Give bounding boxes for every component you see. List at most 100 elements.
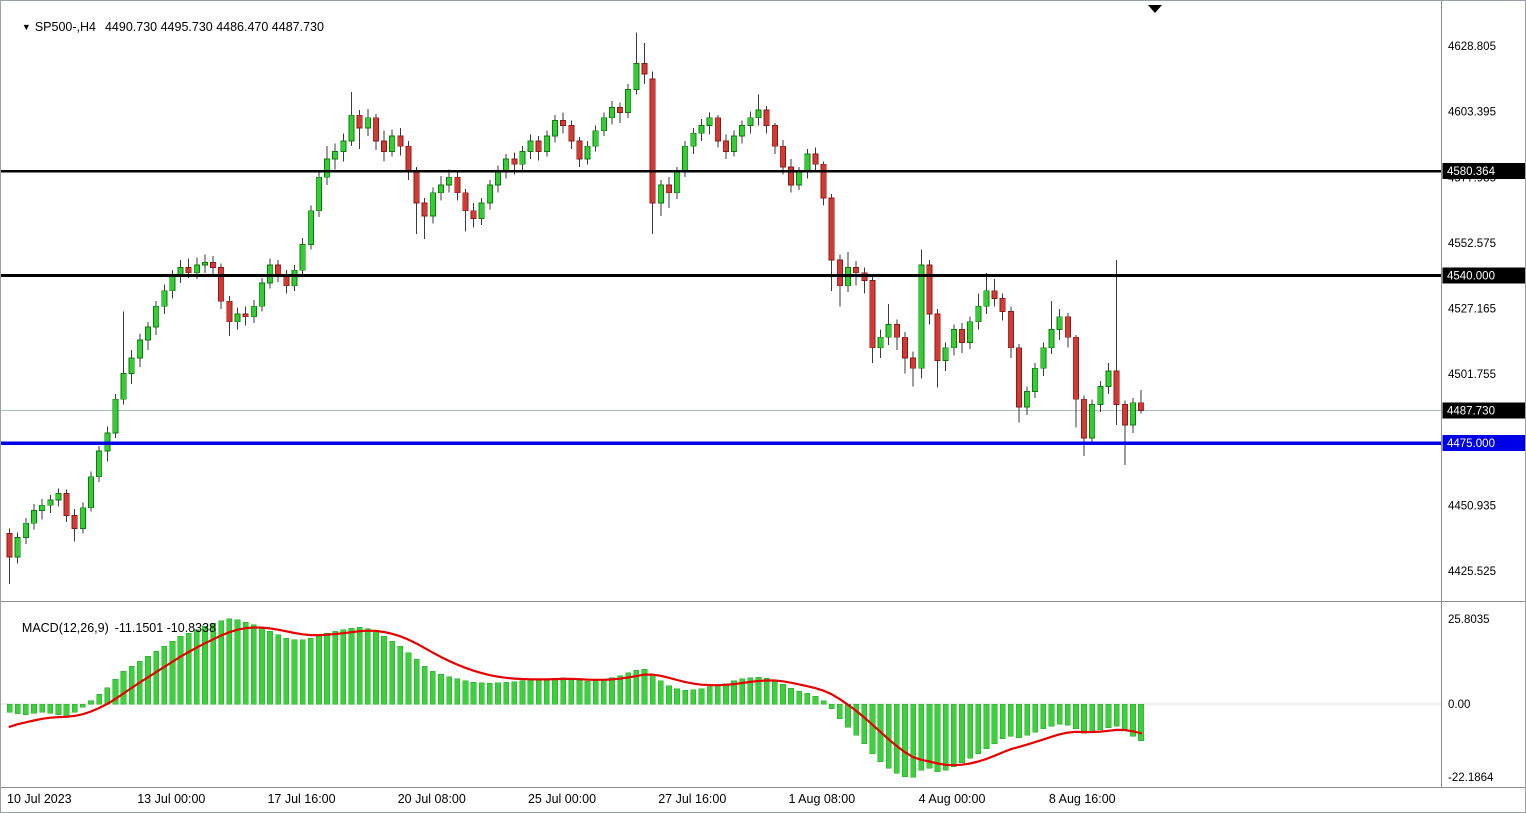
candle-body-bull: [389, 135, 396, 152]
candle-body-bull: [315, 176, 322, 212]
candle-body-bull: [201, 262, 208, 266]
macd-histogram-bar: [706, 686, 713, 705]
candle: [324, 146, 331, 185]
candle-body-bull: [1040, 347, 1047, 369]
candle-body-bear: [910, 357, 917, 369]
candle-body-bear: [999, 298, 1006, 312]
candle: [853, 261, 860, 286]
candle: [617, 102, 624, 123]
candle: [804, 148, 811, 179]
ohlc-values: 4490.730 4495.730 4486.470 4487.730: [104, 20, 324, 34]
macd-histogram-bar: [348, 627, 355, 705]
macd-histogram-bar: [193, 629, 200, 705]
macd-histogram-bar: [983, 703, 990, 749]
candle: [1032, 363, 1039, 399]
macd-histogram-bar: [682, 689, 689, 705]
candle: [218, 263, 225, 309]
candle: [649, 71, 656, 235]
macd-histogram-bar: [1081, 703, 1087, 734]
macd-histogram-bar: [503, 681, 509, 705]
candle-body-bull: [332, 150, 339, 160]
macd-histogram-bar: [364, 628, 371, 705]
candle-body-bull: [486, 184, 493, 204]
macd-histogram-bar: [145, 655, 151, 705]
candle: [657, 179, 664, 216]
candle: [389, 129, 396, 157]
macd-histogram-bar: [96, 693, 102, 705]
candle: [283, 270, 290, 294]
candle: [527, 134, 534, 160]
candle-body-bear: [1113, 370, 1120, 405]
candle: [22, 518, 29, 544]
symbol-triangle-icon: ▼: [21, 22, 31, 32]
candle: [267, 258, 274, 289]
candle: [690, 128, 697, 154]
candle: [779, 139, 786, 175]
candle: [560, 112, 567, 134]
macd-histogram-bar: [104, 687, 111, 705]
candle: [299, 237, 306, 276]
candle-body-bull: [79, 507, 86, 529]
candle: [332, 143, 339, 170]
candle: [1105, 363, 1112, 395]
candle: [535, 135, 542, 161]
macd-histogram-bar: [609, 677, 615, 705]
macd-histogram-bar: [576, 679, 583, 705]
candle-body-bull: [153, 305, 160, 328]
candle: [1113, 259, 1120, 426]
candle: [421, 197, 428, 240]
macd-histogram-bar: [462, 680, 469, 705]
price-axis-label: 4552.575: [1448, 238, 1496, 250]
candle: [381, 130, 388, 162]
macd-histogram-bar: [861, 703, 868, 744]
price-level-badge-label: 4580.364: [1447, 166, 1496, 178]
candle: [747, 111, 754, 134]
macd-histogram-bar: [519, 680, 526, 705]
candle: [462, 188, 469, 232]
candle-body-bull: [1089, 404, 1096, 439]
time-axis-label: 4 Aug 00:00: [919, 792, 986, 806]
macd-histogram-bar: [487, 682, 493, 705]
chart-shift-marker-icon: [1148, 5, 1162, 13]
candle-body-bull: [796, 171, 803, 186]
macd-histogram-bar: [267, 631, 273, 705]
candle: [1024, 386, 1031, 415]
candle-body-bear: [218, 267, 225, 302]
candle: [1007, 306, 1014, 358]
candle: [861, 267, 868, 294]
macd-histogram-bar: [88, 700, 94, 705]
candle-body-bear: [836, 259, 843, 287]
candle-body-bear: [714, 117, 721, 142]
candle-body-bull: [47, 499, 54, 506]
candle: [405, 141, 412, 180]
macd-histogram-bar: [527, 679, 534, 705]
candle-body-bear: [397, 135, 404, 147]
candle-body-bear: [71, 515, 78, 529]
candle-body-bear: [788, 166, 795, 186]
candle: [503, 153, 510, 179]
candle-body-bear: [641, 63, 648, 75]
candle-body-bull: [950, 329, 957, 349]
candle-body-bull: [674, 171, 681, 194]
macd-histogram-bar: [698, 688, 705, 705]
candle-body-bear: [1015, 347, 1022, 408]
candle: [1064, 312, 1071, 348]
candle: [983, 272, 990, 315]
macd-histogram-bar: [950, 703, 957, 767]
candle-body-bull: [682, 145, 689, 173]
candle-body-bear: [1121, 404, 1128, 426]
candle: [234, 307, 241, 330]
macd-histogram-bar: [747, 677, 754, 705]
macd-histogram-bar: [47, 703, 54, 714]
candle: [926, 259, 933, 325]
candle: [250, 299, 257, 324]
candle: [1129, 398, 1136, 433]
macd-signal-line: [8, 626, 1143, 767]
macd-histogram-bar: [894, 703, 900, 774]
candle: [144, 321, 151, 351]
candle-body-bull: [161, 290, 168, 307]
candle-body-bull: [755, 109, 762, 119]
candle-body-bull: [446, 176, 453, 186]
candle-body-bear: [242, 313, 249, 318]
